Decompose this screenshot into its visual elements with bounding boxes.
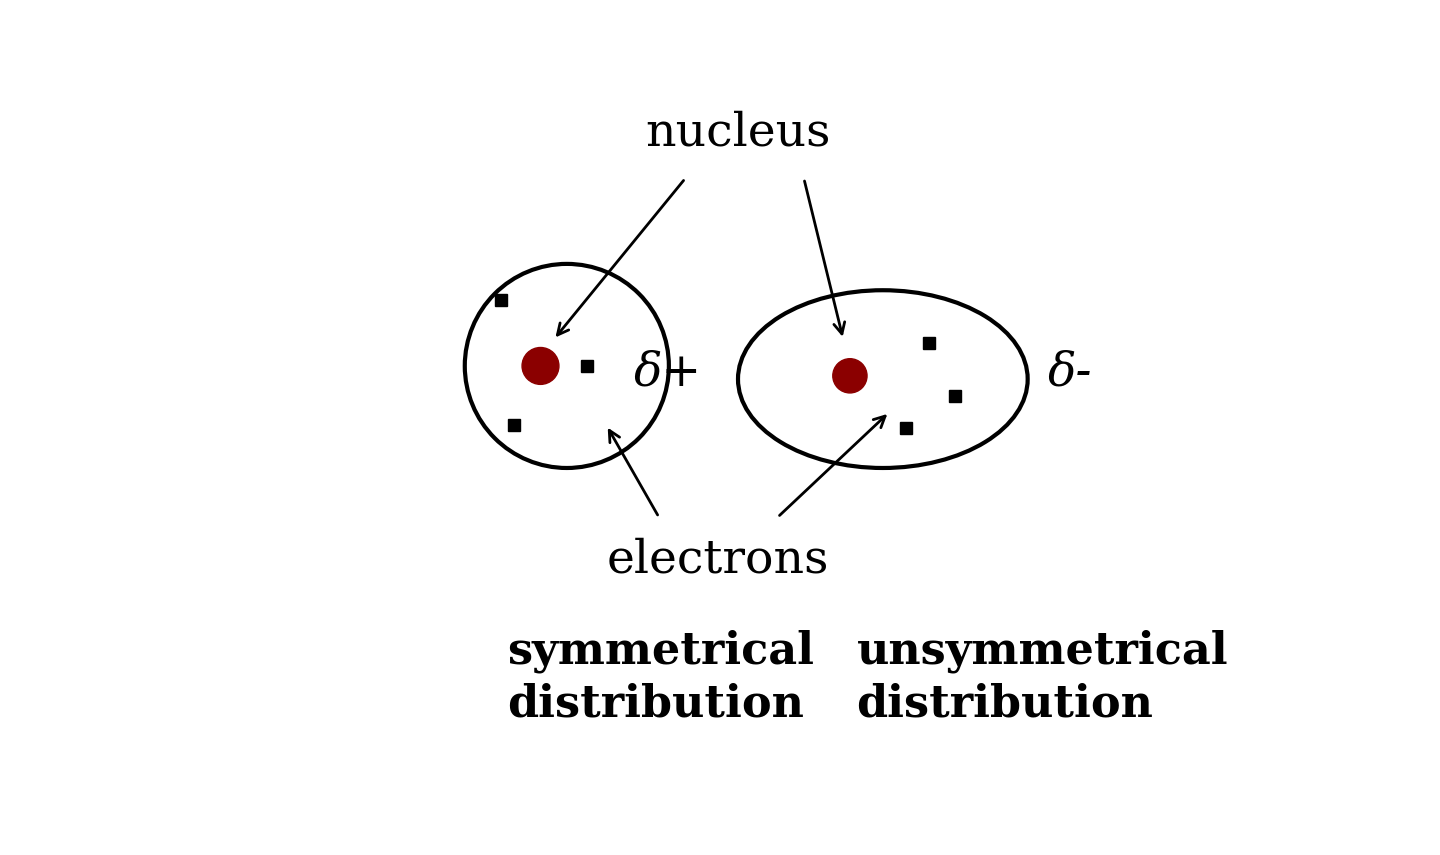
Text: unsymmetrical
distribution: unsymmetrical distribution	[857, 629, 1228, 726]
Ellipse shape	[465, 264, 668, 468]
Text: δ-: δ-	[1047, 350, 1092, 395]
Ellipse shape	[739, 290, 1028, 468]
Circle shape	[832, 359, 867, 393]
Text: electrons: electrons	[608, 537, 829, 582]
Circle shape	[523, 347, 559, 385]
Text: δ+: δ+	[634, 350, 701, 395]
Text: symmetrical
distribution: symmetrical distribution	[507, 629, 815, 726]
Text: nucleus: nucleus	[645, 110, 831, 156]
